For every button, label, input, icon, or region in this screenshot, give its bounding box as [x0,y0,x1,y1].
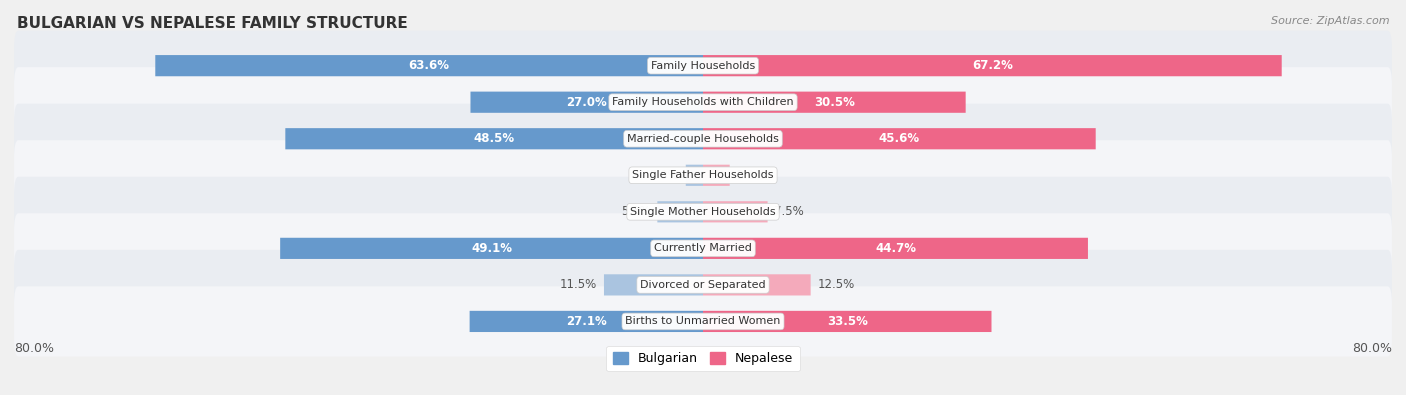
Text: Divorced or Separated: Divorced or Separated [640,280,766,290]
FancyBboxPatch shape [605,274,703,295]
FancyBboxPatch shape [14,213,1392,284]
FancyBboxPatch shape [686,165,703,186]
FancyBboxPatch shape [470,311,703,332]
Text: 44.7%: 44.7% [875,242,915,255]
Text: Family Households with Children: Family Households with Children [612,97,794,107]
Text: 7.5%: 7.5% [775,205,804,218]
Text: 67.2%: 67.2% [972,59,1012,72]
Text: BULGARIAN VS NEPALESE FAMILY STRUCTURE: BULGARIAN VS NEPALESE FAMILY STRUCTURE [17,16,408,31]
FancyBboxPatch shape [703,55,1282,76]
Text: 27.0%: 27.0% [567,96,607,109]
Text: 11.5%: 11.5% [560,278,598,292]
Text: Single Mother Households: Single Mother Households [630,207,776,217]
Text: Source: ZipAtlas.com: Source: ZipAtlas.com [1271,16,1389,26]
Text: 63.6%: 63.6% [409,59,450,72]
FancyBboxPatch shape [14,286,1392,357]
Text: 80.0%: 80.0% [14,342,53,355]
FancyBboxPatch shape [703,128,1095,149]
Text: 27.1%: 27.1% [567,315,606,328]
FancyBboxPatch shape [285,128,703,149]
Text: 45.6%: 45.6% [879,132,920,145]
FancyBboxPatch shape [14,177,1392,247]
FancyBboxPatch shape [703,311,991,332]
FancyBboxPatch shape [703,238,1088,259]
FancyBboxPatch shape [14,140,1392,211]
Text: Single Father Households: Single Father Households [633,170,773,180]
FancyBboxPatch shape [703,92,966,113]
Text: 49.1%: 49.1% [471,242,512,255]
Text: 3.1%: 3.1% [737,169,766,182]
Text: 2.0%: 2.0% [650,169,679,182]
Text: Family Households: Family Households [651,61,755,71]
FancyBboxPatch shape [14,67,1392,137]
Text: 48.5%: 48.5% [474,132,515,145]
Text: 30.5%: 30.5% [814,96,855,109]
Text: 80.0%: 80.0% [1353,342,1392,355]
FancyBboxPatch shape [14,103,1392,174]
FancyBboxPatch shape [703,274,811,295]
Text: 5.3%: 5.3% [621,205,651,218]
Text: Births to Unmarried Women: Births to Unmarried Women [626,316,780,326]
FancyBboxPatch shape [14,250,1392,320]
FancyBboxPatch shape [471,92,703,113]
Text: 33.5%: 33.5% [827,315,868,328]
Legend: Bulgarian, Nepalese: Bulgarian, Nepalese [606,346,800,371]
FancyBboxPatch shape [658,201,703,222]
FancyBboxPatch shape [280,238,703,259]
FancyBboxPatch shape [14,30,1392,101]
Text: 12.5%: 12.5% [817,278,855,292]
Text: Currently Married: Currently Married [654,243,752,253]
FancyBboxPatch shape [703,201,768,222]
FancyBboxPatch shape [155,55,703,76]
FancyBboxPatch shape [703,165,730,186]
Text: Married-couple Households: Married-couple Households [627,134,779,144]
